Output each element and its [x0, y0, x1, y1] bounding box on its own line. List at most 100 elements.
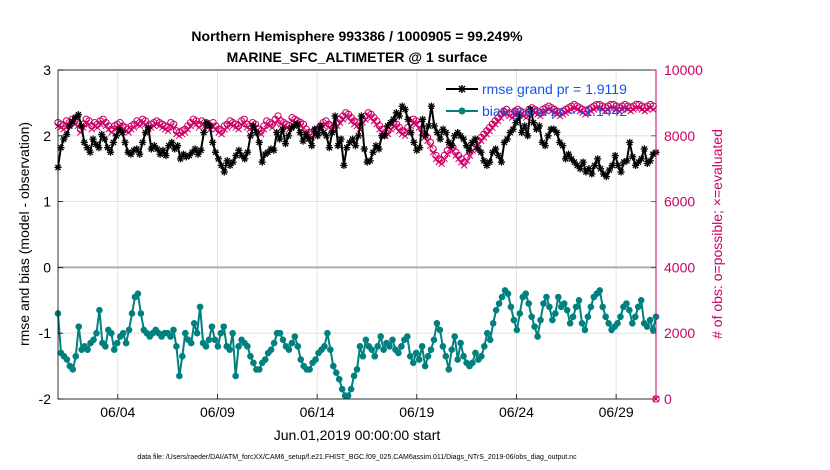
legend: rmse grand pr = 1.9119 bias grand pr = -1…	[446, 81, 627, 119]
rmse-point	[86, 148, 94, 156]
bias-point	[102, 343, 109, 350]
rmse-point	[646, 157, 654, 165]
obs-evaluated-point	[401, 132, 409, 140]
bias-point	[412, 349, 420, 357]
rmse-point	[60, 135, 68, 143]
bias-point	[247, 352, 254, 360]
obs-evaluated-point	[170, 124, 178, 131]
axes: 06/04 06/09 06/14 06/19 06/24 06/29 -2 -1 0 1 2 3 0 2…	[39, 62, 704, 420]
bias-point	[617, 313, 624, 321]
x-axis-label: Jun.01,2019 00:00:00 start	[274, 427, 441, 443]
rmse-point	[229, 158, 237, 166]
bias-point	[353, 366, 361, 373]
rmse-point	[194, 150, 202, 158]
bias-point	[498, 293, 506, 301]
rmse-point	[200, 128, 208, 137]
bias-point	[492, 306, 500, 314]
rmse-point	[311, 125, 319, 133]
rmse-point	[427, 102, 435, 110]
bias-point	[389, 336, 396, 344]
rmse-point	[477, 148, 485, 156]
rmse-point	[529, 119, 538, 127]
rmse-point	[439, 125, 447, 133]
bias-point	[430, 336, 438, 344]
bias-point	[205, 336, 213, 344]
obs-evaluated-point	[607, 104, 615, 112]
rmse-point	[74, 111, 83, 119]
rmse-point	[579, 158, 587, 166]
bias-point	[560, 300, 568, 307]
rmse-point	[465, 146, 473, 154]
obs-evaluated-point	[593, 104, 601, 112]
y-right-tick-label: 0	[664, 391, 672, 407]
rmse-point	[602, 172, 611, 181]
rmse-point	[121, 138, 129, 146]
obs-evaluated-point	[438, 160, 445, 168]
rmse-point	[535, 122, 543, 130]
bias-point	[134, 290, 142, 298]
rmse-point	[419, 115, 427, 123]
bias-point	[214, 343, 222, 350]
obs-evaluated-point	[632, 104, 640, 112]
rmse-point	[448, 142, 456, 150]
rmse-point	[401, 105, 409, 114]
rmse-point	[279, 125, 287, 133]
x-tick-label: 06/04	[100, 404, 135, 420]
obs-evaluated-point	[373, 120, 381, 128]
bias-point	[122, 339, 130, 347]
data-file-footer: data file: /Users/raeder/DAI/ATM_forcXX/…	[137, 454, 577, 461]
rmse-point	[220, 168, 228, 176]
rmse-point	[591, 161, 599, 170]
rmse-point	[235, 146, 243, 154]
rmse-point	[617, 168, 625, 176]
rmse-point	[576, 165, 584, 173]
rmse-point	[436, 135, 444, 143]
rmse-point	[421, 132, 430, 140]
x-tick-label: 06/09	[200, 404, 235, 420]
rmse-point	[141, 128, 150, 137]
rmse-point	[281, 140, 290, 148]
bias-point	[596, 287, 604, 294]
rmse-point	[559, 142, 567, 150]
bias-point	[480, 343, 488, 350]
bias-point	[75, 323, 83, 330]
rmse-point	[585, 165, 593, 173]
bias-point	[312, 356, 319, 363]
rmse-point	[494, 151, 503, 160]
bias-point	[578, 320, 586, 327]
rmse-point	[276, 135, 284, 143]
rmse-point	[308, 142, 316, 150]
bias-point	[457, 339, 464, 347]
bias-point	[572, 303, 580, 311]
rmse-point	[334, 142, 342, 150]
bias-point	[472, 349, 479, 357]
rmse-point	[349, 135, 357, 143]
rmse-point	[299, 137, 307, 145]
rmse-point	[209, 138, 217, 146]
obs-evaluated-point	[426, 142, 434, 150]
rmse-point	[206, 122, 214, 130]
bias-point	[510, 316, 518, 324]
bias-point	[211, 336, 219, 344]
rmse-point	[369, 148, 377, 156]
rmse-point	[407, 128, 415, 137]
obs-evaluated-point	[649, 106, 657, 113]
bias-point	[368, 346, 376, 353]
bias-point	[546, 303, 553, 311]
rmse-point	[293, 120, 301, 128]
bias-point	[507, 303, 515, 311]
rmse-point	[244, 148, 252, 156]
rmse-point	[57, 144, 65, 152]
bias-point	[332, 369, 340, 376]
bias-point	[637, 297, 645, 304]
rmse-point	[305, 135, 313, 143]
bias-point	[418, 343, 426, 350]
bias-point	[193, 329, 201, 337]
rmse-point	[637, 155, 646, 163]
bias-point	[226, 346, 234, 353]
bias-point	[623, 300, 630, 307]
obs-evaluated-point	[449, 147, 457, 154]
rmse-point	[249, 122, 258, 130]
rmse-point	[331, 112, 339, 120]
